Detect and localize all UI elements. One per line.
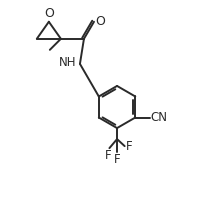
Text: F: F [126,140,132,153]
Text: O: O [96,15,105,28]
Text: F: F [114,153,120,166]
Text: CN: CN [151,111,167,124]
Text: F: F [105,149,112,162]
Text: NH: NH [59,56,76,69]
Text: O: O [44,7,54,20]
